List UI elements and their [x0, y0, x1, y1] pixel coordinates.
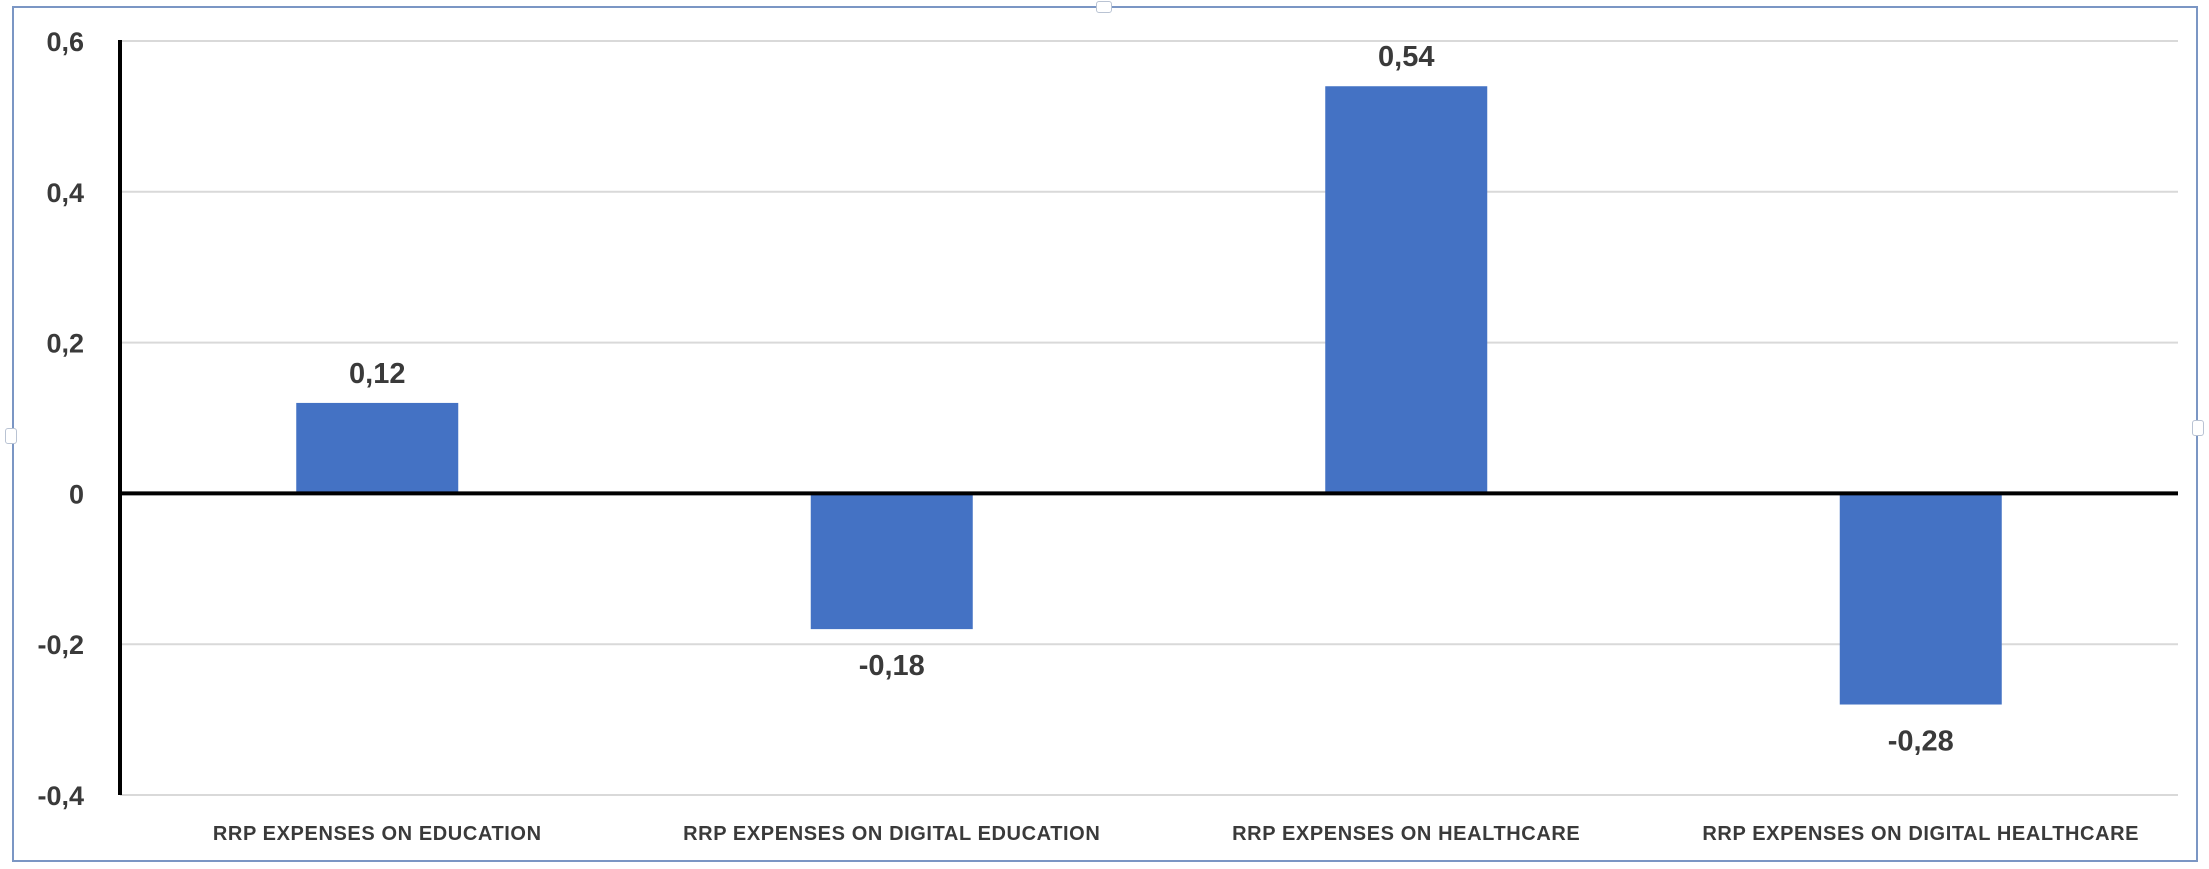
category-label: RRP EXPENSES ON DIGITAL EDUCATION [683, 823, 1100, 845]
data-label: -0,18 [859, 650, 925, 682]
category-labels: RRP EXPENSES ON EDUCATION RRP EXPENSES ON… [213, 823, 2139, 845]
gridlines [120, 40, 2178, 796]
y-tick-label: 0,4 [46, 178, 84, 208]
bar [296, 402, 459, 494]
category-label: RRP EXPENSES ON DIGITAL HEALTHCARE [1702, 823, 2139, 845]
y-tick-label: -0,4 [37, 781, 84, 811]
data-label: 0,12 [349, 358, 405, 390]
y-tick-label: 0 [69, 479, 84, 509]
y-tick-label: 0,2 [46, 329, 84, 359]
category-label: RRP EXPENSES ON EDUCATION [213, 823, 542, 845]
y-tick-label: -0,2 [37, 630, 84, 660]
bar [1839, 493, 2002, 705]
resize-handle-left[interactable] [5, 428, 17, 444]
data-label: 0,54 [1378, 41, 1434, 73]
data-labels: 0,12 -0,18 0,54 -0,28 [349, 41, 1954, 757]
resize-handle-top[interactable] [1096, 1, 1112, 13]
resize-handle-right[interactable] [2192, 420, 2204, 436]
category-label: RRP EXPENSES ON HEALTHCARE [1232, 823, 1580, 845]
bar [810, 493, 973, 630]
bar [1325, 86, 1488, 494]
axes [118, 40, 2178, 795]
bars [296, 86, 2002, 705]
data-label: -0,28 [1888, 726, 1954, 758]
y-tick-label: 0,6 [46, 27, 84, 57]
y-tick-labels: -0,4 -0,2 0 0,2 0,4 0,6 [37, 27, 84, 811]
